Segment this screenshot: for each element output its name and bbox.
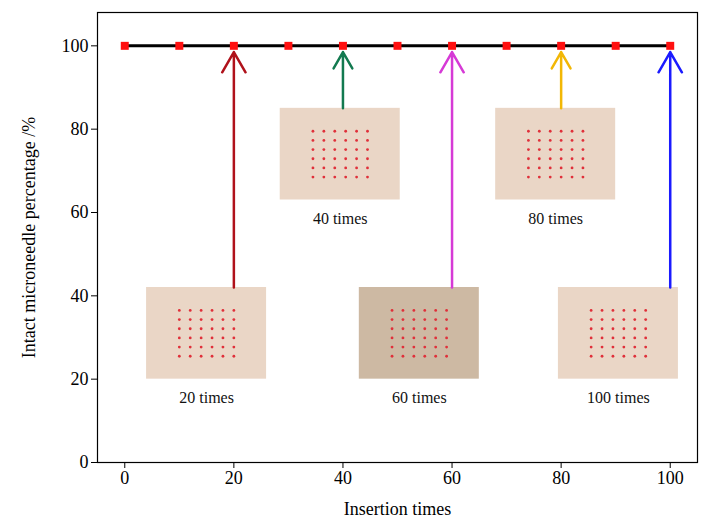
svg-text:Insertion times: Insertion times <box>344 499 451 519</box>
svg-text:80: 80 <box>552 468 570 488</box>
svg-text:60 times: 60 times <box>392 389 447 406</box>
svg-text:100: 100 <box>657 468 684 488</box>
svg-text:20 times: 20 times <box>179 389 234 406</box>
svg-text:80: 80 <box>71 119 89 139</box>
svg-text:60: 60 <box>443 468 461 488</box>
svg-text:20: 20 <box>225 468 243 488</box>
svg-text:20: 20 <box>71 369 89 389</box>
svg-text:60: 60 <box>71 202 89 222</box>
svg-text:40 times: 40 times <box>313 210 368 227</box>
svg-text:80 times: 80 times <box>528 210 583 227</box>
svg-text:0: 0 <box>80 452 89 472</box>
svg-text:40: 40 <box>334 468 352 488</box>
svg-text:0: 0 <box>120 468 129 488</box>
svg-text:100: 100 <box>62 36 89 56</box>
svg-text:Intact microneedle percentage: Intact microneedle percentage /% <box>19 117 39 358</box>
svg-text:40: 40 <box>71 286 89 306</box>
svg-text:100 times: 100 times <box>587 389 650 406</box>
